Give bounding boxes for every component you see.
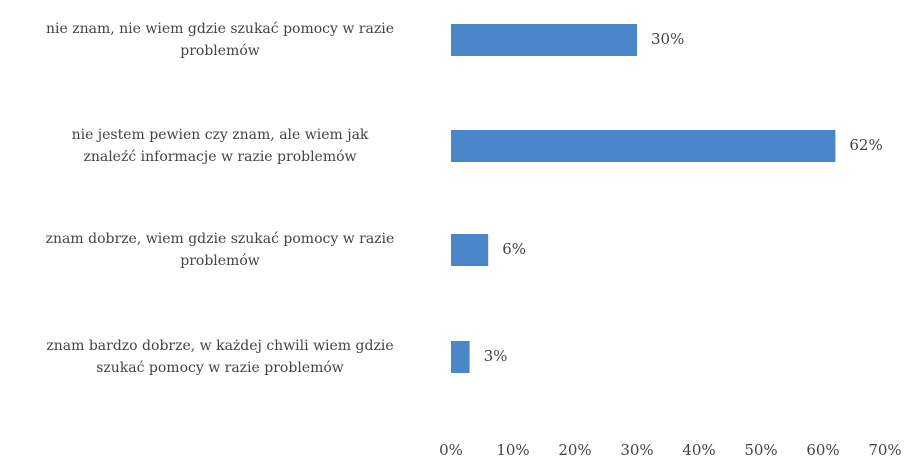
x-tick-label: 70%: [868, 441, 901, 457]
bar: [451, 24, 637, 56]
category-label: znam bardzo dobrze, w każdej chwili wiem…: [46, 338, 394, 376]
bar: [451, 130, 836, 162]
category-label: nie jestem pewien czy znam, ale wiem jak…: [71, 127, 369, 165]
bar: [451, 234, 489, 266]
value-label: 30%: [651, 30, 684, 48]
x-tick-label: 60%: [806, 441, 839, 457]
x-tick-label: 20%: [558, 441, 591, 457]
bar: [451, 341, 470, 373]
x-tick-label: 50%: [744, 441, 777, 457]
category-label: nie znam, nie wiem gdzie szukać pomocy w…: [46, 21, 394, 59]
x-tick-label: 0%: [439, 441, 463, 457]
x-tick-label: 40%: [682, 441, 715, 457]
category-label: znam dobrze, wiem gdzie szukać pomocy w …: [45, 231, 395, 269]
value-label: 3%: [484, 347, 508, 365]
value-label: 6%: [502, 240, 526, 258]
x-tick-label: 30%: [620, 441, 653, 457]
x-tick-label: 10%: [496, 441, 529, 457]
value-label: 62%: [849, 136, 882, 154]
